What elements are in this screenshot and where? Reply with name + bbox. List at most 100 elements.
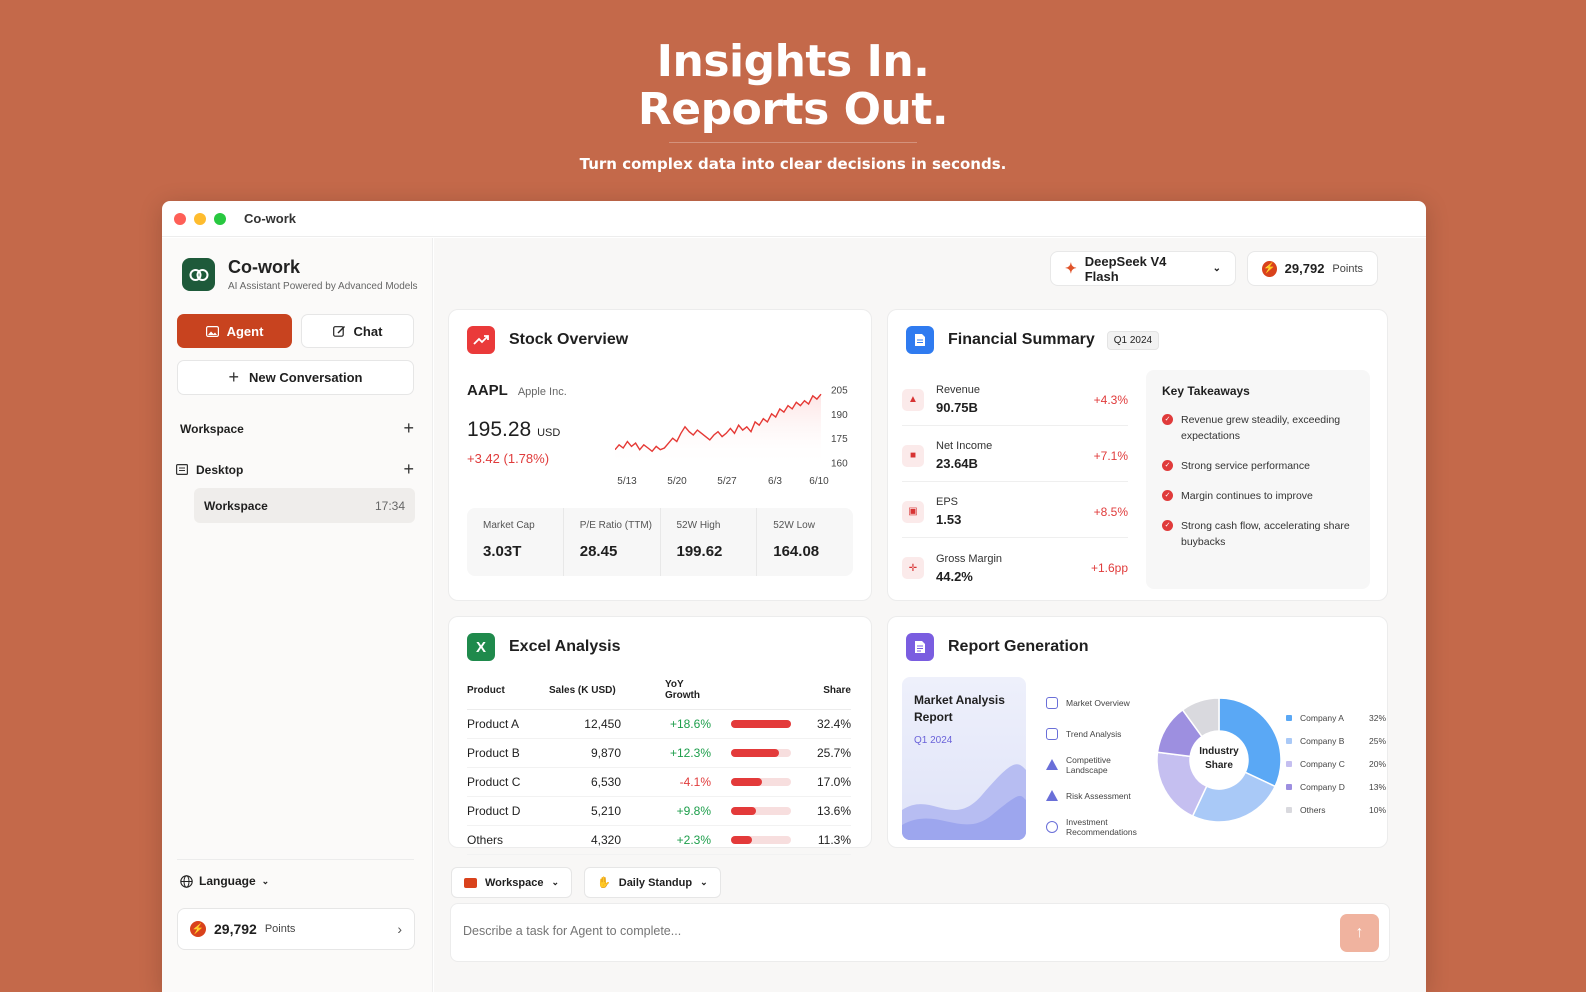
x-tick-label: 6/3 [768,476,782,487]
cell-share-bar [711,738,791,768]
language-selector[interactable]: Language ⌄ [180,874,269,888]
takeaway-item: ✓ Margin continues to improve [1162,488,1354,504]
task-input[interactable] [463,924,1303,938]
donut-slice [1191,771,1277,823]
stock-stats: Market Cap 3.03T P/E Ratio (TTM) 28.45 52W… [467,508,853,576]
desktop-icon [176,464,188,475]
cell-sales: 9,870 [549,738,621,768]
workspace-selector[interactable]: Workspace ⌄ [451,867,573,898]
legend-value: 32% [1368,712,1386,723]
report-section-label: Trend Analysis [1066,728,1122,739]
share-bar [731,778,791,786]
share-bar-fill [731,778,763,786]
new-conversation-button[interactable]: + New Conversation [177,360,414,395]
image-icon [205,325,219,337]
add-workspace-icon[interactable]: + [403,418,414,438]
agent-mode-label: Agent [226,323,264,339]
minimize-window-button[interactable] [194,212,206,225]
donut-center-label-2: Share [1205,760,1233,771]
hero-line-2: Reports Out. [637,84,949,135]
wave-decoration [902,764,1026,840]
legend-label: Company B [1300,735,1345,746]
metric-revenue: ▲ Revenue 90.75B +4.3% [902,374,1128,426]
send-button[interactable]: ↑ [1340,914,1379,952]
legend-label: Others [1300,805,1326,816]
report-section-item[interactable]: Risk Assessment [1046,780,1138,811]
share-bar [731,836,791,844]
model-selector[interactable]: ✦ DeepSeek V4 Flash ⌄ [1050,251,1236,286]
window-title: Co-work [244,211,296,226]
model-name: DeepSeek V4 Flash [1084,253,1167,284]
desktop-section-header: Desktop + [176,459,414,480]
excel-icon: X [467,633,495,661]
sidebar-item-time: 17:34 [374,498,405,513]
report-cover[interactable]: Market Analysis Report Q1 2024 [902,677,1026,840]
price-line [615,393,822,453]
net-income-icon: ■ [902,444,924,467]
table-row[interactable]: Product C 6,530 -4.1% 17.0% [467,767,851,797]
legend-swatch [1286,760,1292,767]
points-card[interactable]: ⚡ 29,792 Points › [177,908,415,950]
share-bar [731,807,791,815]
report-cover-title: Market Analysis Report [914,693,1005,724]
cell-sales: 5,210 [549,796,621,826]
takeaway-text: Margin continues to improve [1181,490,1313,502]
cell-growth: +2.3% [621,825,711,855]
warning-icon [1046,759,1058,770]
table-header-row: Product Sales (K USD) YoY Growth Share [467,671,851,710]
task-input-box: ↑ [450,903,1390,962]
excel-analysis-card: X Excel Analysis Product Sales (K USD) Y… [448,616,872,855]
points-label: Points [264,923,296,935]
stat-52w-low: 52W Low 164.08 [757,508,853,576]
points-badge[interactable]: ⚡ 29,792 Points [1247,251,1378,286]
key-takeaways: Key Takeaways ✓ Revenue grew steadily, ex… [1146,370,1370,589]
cell-share: 13.6% [791,796,851,826]
report-section-item[interactable]: Trend Analysis [1046,718,1138,749]
price-area-fill [615,394,821,466]
cell-sales: 6,530 [549,767,621,797]
legend-label: Company C [1300,758,1345,769]
share-bar-fill [731,836,752,844]
report-section-item[interactable]: Investment Recommendations [1046,811,1138,842]
hero-line-1: Insights In. [656,36,930,87]
takeaway-item: ✓ Revenue grew steadily, exceeding expect… [1162,412,1354,444]
legend-swatch [1286,784,1292,791]
close-window-button[interactable] [174,212,186,225]
report-sections: Market Overview Trend Analysis Competiti… [1046,687,1138,842]
table-row[interactable]: Others 4,320 +2.3% 11.3% [467,825,851,855]
gross-margin-icon: ✛ [902,557,924,579]
metric-value: 1.53 [936,512,962,527]
report-section-label: Competitive Landscape [1066,754,1111,775]
industry-share-donut: Industry Share [1156,697,1282,823]
donut-slice [1181,697,1220,738]
col-share-bar [711,671,791,710]
share-bar-fill [731,807,757,815]
chevron-down-icon: ⌄ [551,877,560,887]
main-content: ✦ DeepSeek V4 Flash ⌄ ⚡ 29,792 Points St… [434,238,1426,992]
table-row[interactable]: Product B 9,870 +12.3% 25.7% [467,738,851,768]
maximize-window-button[interactable] [214,212,226,225]
check-icon: ✓ [1162,520,1173,531]
report-section-item[interactable]: Market Overview [1046,687,1138,718]
agent-mode-button[interactable]: Agent [177,314,292,348]
x-tick-label: 5/13 [617,476,637,487]
metric-label: Gross Margin [936,552,1003,565]
legend-item: Company B 25% [1286,729,1386,752]
stock-overview-card: Stock Overview AAPL Apple Inc. 195.28 USD… [448,309,872,601]
table-row[interactable]: Product D 5,210 +9.8% 13.6% [467,796,851,826]
add-desktop-icon[interactable]: + [403,459,414,479]
cell-share: 11.3% [791,825,851,855]
chevron-down-icon: ⌄ [1212,263,1221,274]
table-row[interactable]: Product A 12,450 +18.6% 32.4% [467,709,851,739]
eps-icon: ▣ [902,500,924,523]
sidebar-item-workspace[interactable]: Workspace 17:34 [194,488,415,523]
report-section-item[interactable]: Competitive Landscape [1046,749,1138,780]
composer-toolbar: Workspace ⌄ ✋ Daily Standup ⌄ [451,867,721,898]
chat-mode-button[interactable]: Chat [301,314,414,348]
standup-selector[interactable]: ✋ Daily Standup ⌄ [584,867,721,898]
financial-summary-title: Financial Summary [948,331,1095,348]
legend-item: Company A 32% [1286,706,1386,729]
trending-up-icon [467,326,495,354]
workspace-selector-label: Workspace [485,876,544,889]
